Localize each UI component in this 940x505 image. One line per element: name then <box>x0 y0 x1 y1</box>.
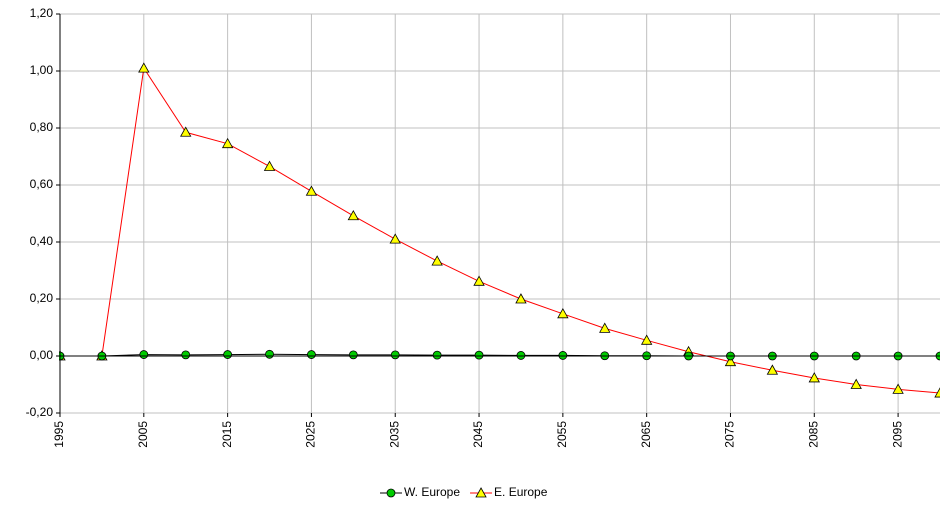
x-tick-label: 1995 <box>52 421 66 448</box>
marker <box>223 350 233 359</box>
x-tick-label: 2055 <box>555 421 569 448</box>
marker <box>221 137 234 149</box>
legend-label: E. Europe <box>494 485 548 499</box>
plot-area <box>59 62 940 398</box>
x-tick-label: 2075 <box>723 421 737 448</box>
marker <box>850 378 862 389</box>
marker <box>390 350 400 360</box>
marker <box>516 351 526 360</box>
y-tick-label: -0,20 <box>26 405 54 419</box>
grid <box>59 13 940 414</box>
y-tick-label: 0,80 <box>30 120 54 134</box>
marker <box>557 307 569 319</box>
series-line <box>60 66 940 394</box>
x-tick-label: 2085 <box>806 421 820 448</box>
marker <box>181 350 191 360</box>
x-tick-label: 2015 <box>220 421 234 448</box>
marker <box>558 351 568 360</box>
marker <box>180 126 192 137</box>
x-tick-label: 2045 <box>471 421 485 448</box>
marker <box>307 350 316 359</box>
marker <box>515 293 527 304</box>
marker <box>263 160 276 171</box>
marker <box>599 322 611 333</box>
x-tick-label: 2035 <box>387 421 401 448</box>
x-tick-label: 2025 <box>304 421 318 448</box>
y-tick-label: 0,60 <box>30 177 54 191</box>
marker <box>139 350 149 359</box>
x-tick-label: 2095 <box>890 421 904 448</box>
y-tick-label: 0,00 <box>30 348 54 362</box>
marker <box>808 372 820 383</box>
marker <box>305 185 318 196</box>
marker <box>640 334 653 345</box>
legend-label: W. Europe <box>404 485 460 499</box>
y-tick-label: 0,40 <box>30 234 54 248</box>
marker <box>348 350 358 360</box>
legend-marker <box>386 488 396 498</box>
marker <box>389 233 401 244</box>
y-tick-label: 0,20 <box>30 291 54 305</box>
legend-marker <box>475 487 487 498</box>
marker <box>892 383 904 394</box>
marker <box>432 350 442 360</box>
x-tick-label: 2005 <box>136 421 150 448</box>
marker <box>724 355 737 367</box>
x-tick-label: 2065 <box>639 421 653 448</box>
marker <box>431 255 443 266</box>
marker <box>934 387 940 398</box>
y-tick-label: 1,00 <box>30 63 54 77</box>
y-tick-label: 1,20 <box>30 6 54 20</box>
marker <box>138 62 150 73</box>
marker <box>766 364 779 375</box>
marker <box>265 349 274 359</box>
marker <box>474 350 484 360</box>
marker <box>473 275 485 286</box>
marker <box>347 209 360 221</box>
